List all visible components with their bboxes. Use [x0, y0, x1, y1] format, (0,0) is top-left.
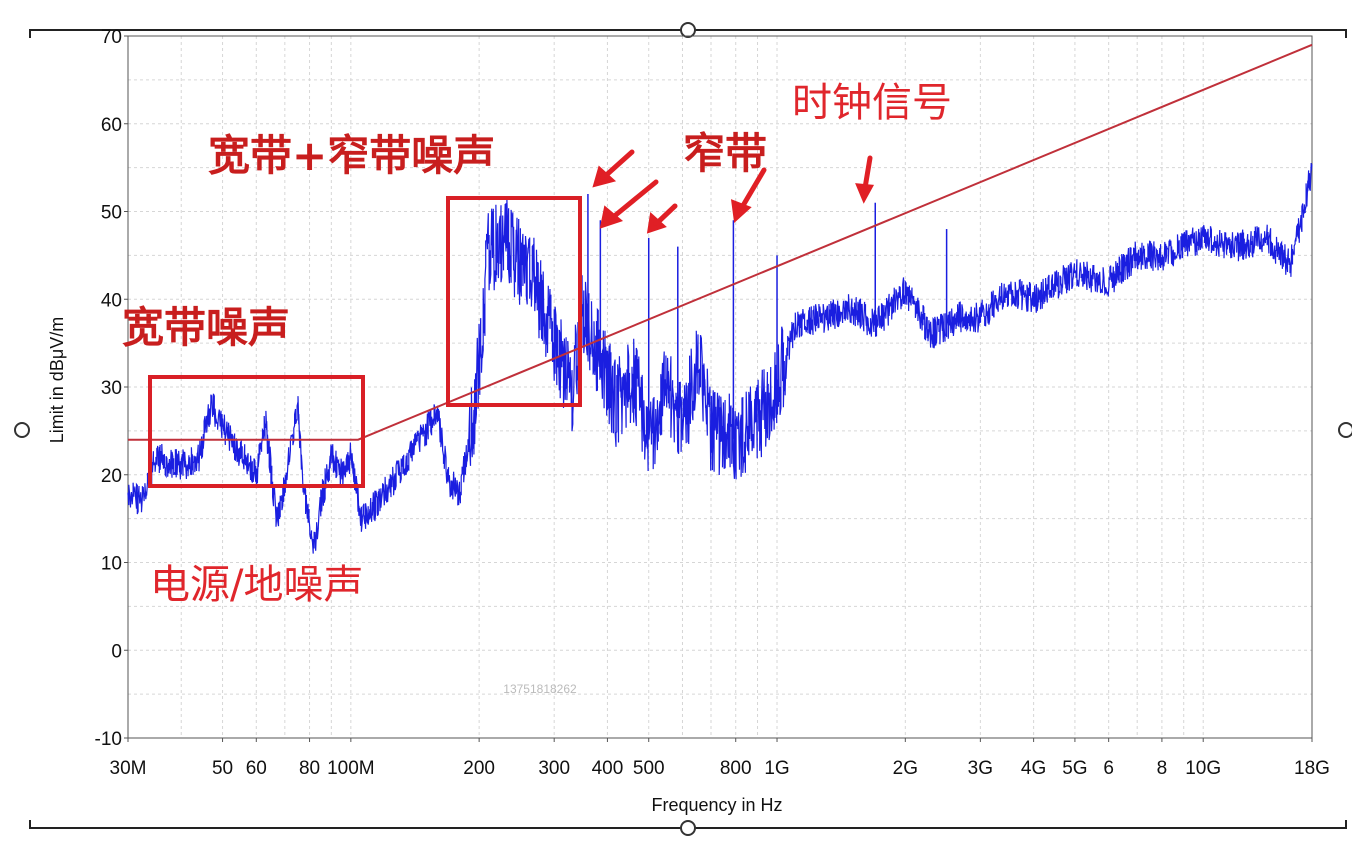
- x-tick-labels: 30M 50 60 80 100M 200 300 400 500 800 1G 2G 3G 4G 5G 6 8…: [110, 738, 1330, 779]
- box-broadband-narrowband: [446, 196, 582, 407]
- annotation-broadband-narrowband: 宽带+窄带噪声: [208, 131, 495, 180]
- annotation-arrows: [592, 149, 875, 234]
- y-tick-label: 10: [101, 554, 122, 575]
- x-tick-label: 200: [463, 758, 495, 779]
- watermark: 13751818262: [503, 682, 577, 696]
- annotation-broadband: 宽带噪声: [122, 303, 290, 352]
- x-tick-label: 1G: [764, 758, 789, 779]
- x-tick-label: 60: [246, 758, 267, 779]
- x-tick-label: 300: [538, 758, 570, 779]
- y-tick-label: 30: [101, 378, 122, 399]
- x-tick-label: 5G: [1062, 758, 1087, 779]
- annotation-narrowband: 窄带: [683, 129, 767, 178]
- x-tick-label: 4G: [1021, 758, 1046, 779]
- y-tick-label: 40: [101, 290, 122, 311]
- x-tick-label: 500: [633, 758, 665, 779]
- annotation-power-ground-noise: 电源/地噪声: [150, 562, 363, 608]
- x-axis-title: Frequency in Hz: [651, 795, 782, 815]
- x-tick-label: 18G: [1294, 758, 1330, 779]
- x-tick-label: 2G: [893, 758, 918, 779]
- x-tick-label: 400: [592, 758, 624, 779]
- x-tick-label: 8: [1157, 758, 1168, 779]
- box-power-ground-noise: [148, 375, 365, 488]
- y-tick-label: -10: [95, 729, 122, 750]
- limit-line: [128, 43, 1313, 441]
- x-tick-label: 6: [1103, 758, 1114, 779]
- x-tick-label: 100M: [327, 758, 375, 779]
- annotation-clock-signal: 时钟信号: [792, 80, 952, 126]
- y-tick-labels: -10 0 10 20 30 40 50 60 70: [95, 27, 128, 750]
- y-axis-title: Limit in dBμV/m: [47, 317, 67, 443]
- x-tick-label: 800: [720, 758, 752, 779]
- y-tick-label: 0: [111, 641, 122, 662]
- x-tick-label: 10G: [1185, 758, 1221, 779]
- x-tick-label: 3G: [968, 758, 993, 779]
- annotation-boxes: [148, 196, 582, 488]
- x-tick-label: 50: [212, 758, 233, 779]
- y-tick-label: 70: [101, 27, 122, 48]
- y-tick-label: 50: [101, 203, 122, 224]
- x-tick-label: 30M: [110, 758, 147, 779]
- y-tick-label: 20: [101, 466, 122, 487]
- x-tick-label: 80: [299, 758, 320, 779]
- y-tick-label: 60: [101, 115, 122, 136]
- frame-handles: [14, 22, 1352, 836]
